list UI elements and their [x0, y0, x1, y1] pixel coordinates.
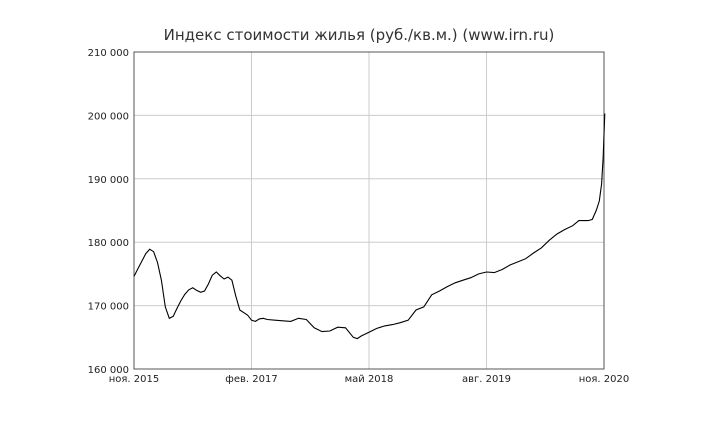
y-tick-label: 160 000 — [88, 365, 129, 376]
x-tick-label: авг. 2019 — [462, 374, 511, 385]
plot-area-frame — [133, 51, 605, 370]
x-axis-tick-labels: ноя. 2015 фев. 2017 май 2018 авг. 2019 ноя. … — [109, 374, 629, 385]
chart-title: Индекс стоимости жилья (руб./кв.м.) (www… — [164, 26, 555, 44]
y-tick-label: 180 000 — [88, 238, 129, 249]
y-tick-label: 170 000 — [88, 302, 129, 313]
y-tick-label: 210 000 — [88, 48, 129, 59]
x-tick-label: ноя. 2015 — [109, 374, 159, 385]
series-line — [133, 113, 606, 340]
x-tick-label: май 2018 — [345, 374, 394, 385]
x-tick-label: ноя. 2020 — [579, 374, 629, 385]
y-axis-tick-labels: 160 000 170 000 180 000 190 000 200 000 210 0… — [88, 48, 129, 376]
grid-lines — [134, 52, 604, 369]
y-tick-label: 200 000 — [88, 111, 129, 122]
x-tick-label: фев. 2017 — [225, 374, 277, 385]
y-tick-label: 190 000 — [88, 175, 129, 186]
